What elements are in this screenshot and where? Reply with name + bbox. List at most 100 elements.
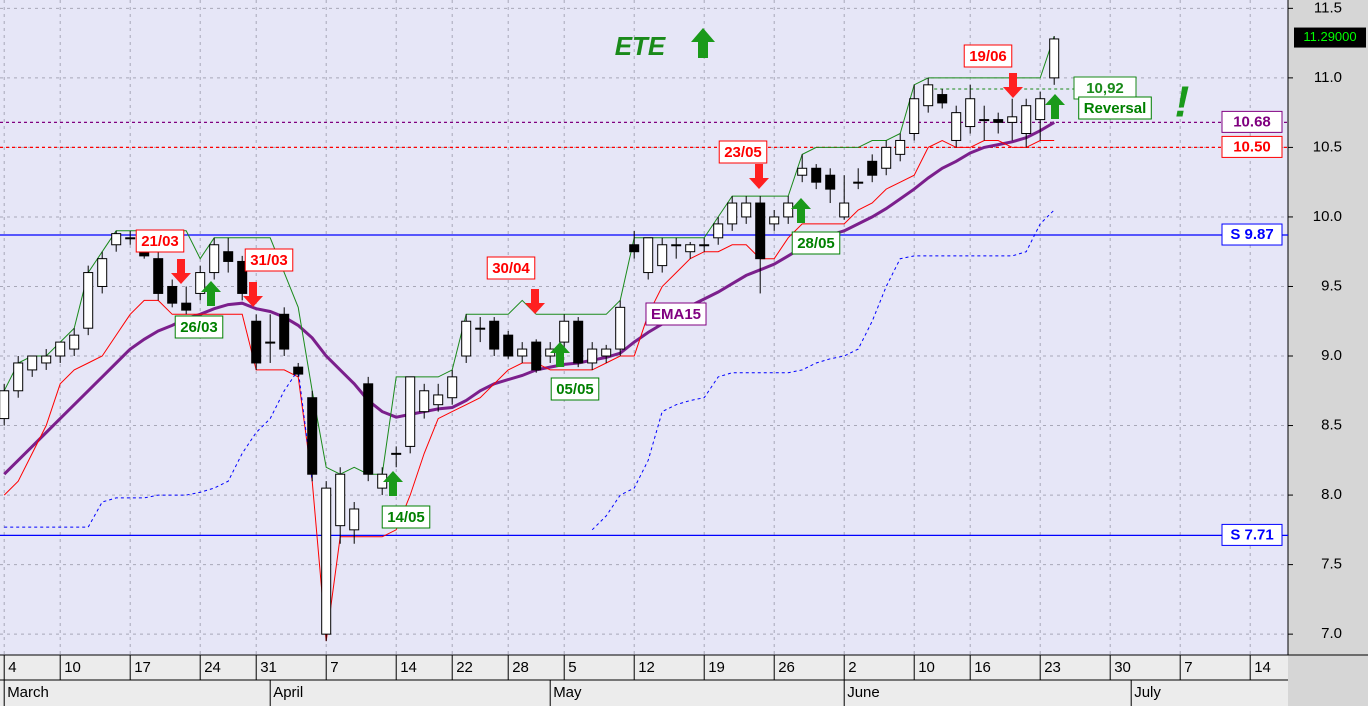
candle-body bbox=[741, 202, 752, 218]
candle-body bbox=[979, 119, 990, 122]
candle-body bbox=[993, 119, 1004, 123]
level-label-box bbox=[1221, 135, 1283, 158]
level-label-box bbox=[1221, 223, 1283, 246]
candle-body bbox=[265, 341, 276, 344]
candle-body bbox=[671, 244, 682, 247]
level-label: S 9.87 bbox=[1230, 226, 1273, 243]
candle-body bbox=[839, 202, 850, 218]
candle-body bbox=[1049, 38, 1060, 79]
annotation-box bbox=[1078, 96, 1152, 120]
candle-body bbox=[601, 348, 612, 357]
x-tick-label: 30 bbox=[1114, 659, 1131, 676]
y-axis-panel bbox=[1288, 0, 1368, 706]
candle-body bbox=[167, 285, 178, 304]
candle-body bbox=[447, 376, 458, 399]
indicator-line bbox=[3, 139, 1055, 642]
candle-body bbox=[629, 244, 640, 253]
buy-arrow bbox=[550, 342, 570, 367]
x-tick-label: 19 bbox=[708, 659, 725, 676]
x-tick-label: 14 bbox=[1254, 659, 1271, 676]
y-tick-label: 7.0 bbox=[1321, 625, 1342, 642]
candle-body bbox=[237, 260, 248, 294]
month-label: April bbox=[273, 684, 303, 701]
candle-body bbox=[727, 202, 738, 225]
y-tick-label: 11.5 bbox=[1314, 0, 1342, 16]
x-tick-label: 12 bbox=[638, 659, 655, 676]
level-label: 10.68 bbox=[1233, 113, 1271, 130]
annotation-box bbox=[963, 44, 1013, 68]
candle-body bbox=[251, 320, 262, 364]
candle-body bbox=[643, 237, 654, 274]
candle-body bbox=[13, 362, 24, 392]
candle-body bbox=[559, 320, 570, 343]
candle-body bbox=[867, 160, 878, 176]
candle-body bbox=[153, 258, 164, 294]
candle-body bbox=[909, 98, 920, 135]
annotation-label: 31/03 bbox=[250, 252, 288, 269]
level-label-box bbox=[1221, 523, 1283, 546]
candle-body bbox=[83, 272, 94, 329]
buy-arrow bbox=[201, 281, 221, 306]
y-tick-label: 8.0 bbox=[1321, 486, 1342, 503]
level-label-box bbox=[1221, 110, 1283, 133]
candle-body bbox=[363, 383, 374, 475]
x-tick-label: 5 bbox=[568, 659, 576, 676]
x-tick-label: 4 bbox=[8, 659, 16, 676]
candle-body bbox=[685, 244, 696, 253]
level-label: 10,92 bbox=[1086, 80, 1124, 97]
annotation-label: 30/04 bbox=[492, 260, 530, 277]
last-price-label: 11.29000 bbox=[1303, 29, 1356, 44]
candle-body bbox=[965, 98, 976, 128]
candle-body bbox=[489, 320, 500, 350]
x-tick-label: 28 bbox=[512, 659, 529, 676]
x-tick-label: 10 bbox=[918, 659, 935, 676]
y-tick-label: 9.0 bbox=[1321, 347, 1342, 364]
buy-arrow bbox=[383, 471, 403, 496]
x-tick-label: 10 bbox=[64, 659, 81, 676]
x-tick-label: 14 bbox=[400, 659, 417, 676]
buy-arrow bbox=[791, 198, 811, 223]
sell-arrow bbox=[1003, 73, 1023, 98]
candle-body bbox=[1021, 105, 1032, 135]
x-tick-label: 24 bbox=[204, 659, 221, 676]
candle-body bbox=[657, 244, 668, 267]
candle-body bbox=[307, 397, 318, 475]
candle-body bbox=[713, 223, 724, 239]
sell-arrow bbox=[749, 164, 769, 189]
annotation-label: 28/05 bbox=[797, 235, 835, 252]
month-label: July bbox=[1134, 684, 1161, 701]
x-tick-label: 31 bbox=[260, 659, 277, 676]
candle-body bbox=[811, 167, 822, 183]
candle-body bbox=[335, 473, 346, 527]
annotation-box bbox=[486, 256, 536, 280]
candle-body bbox=[125, 237, 136, 240]
y-tick-label: 11.0 bbox=[1314, 69, 1342, 86]
chart-title: ETE bbox=[615, 31, 666, 61]
sell-arrow bbox=[171, 259, 191, 284]
annotation-box bbox=[718, 140, 768, 164]
candle-body bbox=[55, 341, 66, 357]
annotation-box bbox=[244, 248, 294, 272]
candle-body bbox=[755, 202, 766, 260]
candle-body bbox=[41, 355, 52, 364]
candle-body bbox=[279, 313, 290, 350]
candle-body bbox=[853, 181, 864, 184]
candle-body bbox=[517, 348, 528, 357]
buy-arrow bbox=[1045, 94, 1065, 119]
last-price-box bbox=[1294, 27, 1366, 48]
annotation-box bbox=[550, 377, 600, 401]
candle-body bbox=[937, 94, 948, 104]
candle-body bbox=[587, 348, 598, 364]
candle-body bbox=[321, 487, 332, 635]
sell-arrow bbox=[243, 282, 263, 307]
level-label: S 7.71 bbox=[1230, 526, 1273, 543]
candle-body bbox=[209, 244, 220, 274]
annotation-label: Reversal bbox=[1084, 100, 1147, 117]
sell-arrow bbox=[525, 289, 545, 314]
candle-body bbox=[27, 355, 38, 371]
y-tick-label: 9.5 bbox=[1321, 277, 1342, 294]
candle-body bbox=[1007, 116, 1018, 123]
candle-body bbox=[531, 341, 542, 371]
month-label: June bbox=[847, 684, 880, 701]
indicator-line bbox=[4, 209, 1055, 531]
